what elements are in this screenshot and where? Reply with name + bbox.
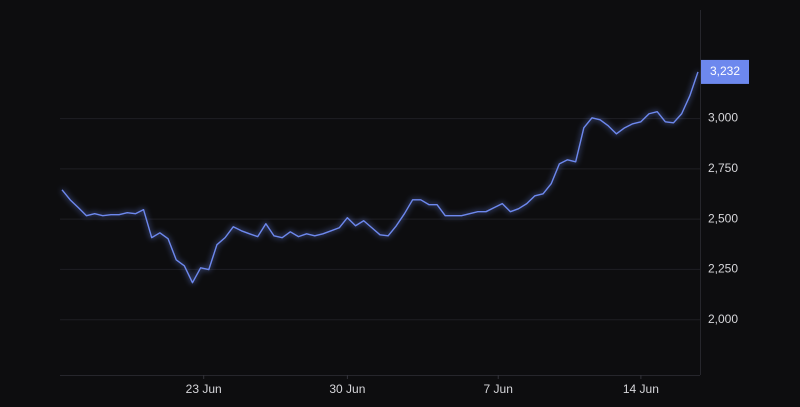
x-tick-label: 14 Jun bbox=[623, 382, 659, 396]
last-value-label: 3,232 bbox=[710, 64, 740, 78]
price-line bbox=[61, 71, 699, 284]
y-tick-label: 2,000 bbox=[708, 312, 738, 326]
y-tick-label: 2,750 bbox=[708, 161, 738, 175]
y-tick-label: 3,000 bbox=[708, 111, 738, 125]
y-tick-label: 2,500 bbox=[708, 211, 738, 225]
x-tick-label: 23 Jun bbox=[186, 382, 222, 396]
y-tick-label: 2,250 bbox=[708, 262, 738, 276]
x-tick-label: 7 Jun bbox=[484, 382, 513, 396]
x-tick-label: 30 Jun bbox=[329, 382, 365, 396]
last-value-tag bbox=[701, 59, 749, 84]
